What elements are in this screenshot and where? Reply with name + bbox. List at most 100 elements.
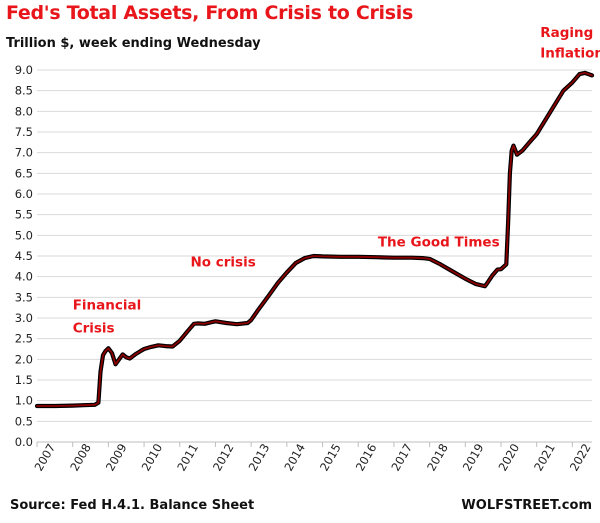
data-point	[484, 285, 486, 287]
data-point	[111, 352, 113, 354]
x-tick-label: 2014	[281, 441, 308, 473]
y-tick-label: 6.5	[15, 166, 33, 180]
data-point	[475, 283, 477, 285]
data-point	[393, 257, 395, 259]
data-point	[172, 345, 174, 348]
data-point	[139, 350, 142, 352]
data-point	[122, 353, 124, 355]
data-point	[511, 150, 513, 152]
chart-annotation: Financial	[73, 298, 142, 314]
y-tick-label: 0.5	[15, 414, 33, 428]
data-point	[118, 358, 120, 360]
data-point	[528, 141, 531, 143]
data-point	[72, 405, 74, 407]
data-point	[500, 268, 502, 270]
data-point	[375, 256, 377, 258]
x-tick-label: 2015	[317, 441, 344, 473]
data-point	[304, 257, 306, 259]
data-point	[193, 323, 195, 325]
data-point	[225, 322, 227, 324]
data-point	[313, 255, 315, 257]
data-point	[134, 353, 136, 355]
chart-subtitle: Trillion $, week ending Wednesday	[6, 36, 261, 51]
y-tick-label: 2.5	[15, 332, 33, 346]
data-point	[257, 309, 259, 311]
data-point	[214, 320, 217, 322]
x-tick-labels: 2007 2008 2009 2010 2011 2012 2013 2014 2015 2016…	[31, 441, 593, 473]
data-point	[486, 282, 489, 284]
data-point	[236, 323, 238, 325]
y-tick-labels: 0.0 0.5 1.0 1.5 2.0 2.5 3.0 3.5 4.0 4.5 5.0 5.5 6.0 6…	[15, 63, 33, 449]
y-tick-label: 1.5	[15, 373, 33, 387]
data-point	[82, 404, 84, 406]
series-group	[34, 70, 595, 409]
data-point	[179, 340, 181, 342]
data-point	[157, 344, 159, 346]
data-point	[295, 262, 297, 264]
x-tick-label: 2018	[424, 441, 451, 473]
data-point	[286, 271, 288, 274]
chart-title: Fed's Total Assets, From Crisis to Crisi…	[6, 2, 413, 24]
y-tick-label: 1.0	[15, 394, 33, 408]
data-point	[164, 345, 167, 347]
data-point	[464, 278, 466, 280]
data-point	[104, 350, 107, 352]
data-point	[143, 348, 145, 350]
y-tick-label: 3.0	[15, 311, 33, 325]
data-point	[204, 323, 206, 325]
data-point	[54, 405, 56, 407]
data-point	[102, 354, 104, 356]
y-tick-label: 3.5	[15, 290, 33, 304]
x-tick-label: 2011	[174, 441, 201, 473]
y-tick-label: 5.5	[15, 208, 33, 222]
chart-annotation: Inflation	[540, 46, 600, 62]
data-point	[545, 119, 547, 121]
data-point	[36, 405, 38, 407]
y-tick-label: 6.0	[15, 187, 33, 201]
data-point	[357, 256, 359, 258]
series-line	[36, 72, 593, 407]
x-tick-label: 2020	[495, 441, 522, 473]
data-point	[339, 256, 341, 258]
x-tick-label: 2012	[210, 441, 237, 473]
y-tick-label: 7.0	[15, 146, 33, 160]
data-point	[591, 74, 593, 76]
y-tick-label: 8.5	[15, 84, 33, 98]
x-tick-label: 2021	[531, 441, 558, 473]
data-point	[439, 263, 441, 265]
x-tick-label: 2022	[567, 441, 594, 473]
data-point	[491, 275, 493, 277]
chart-annotation: Crisis	[73, 320, 115, 336]
data-point	[186, 331, 188, 333]
data-point	[578, 73, 581, 75]
y-tick-label: 4.0	[15, 270, 33, 284]
x-tick-label: 2007	[31, 441, 58, 473]
x-tick-label: 2013	[246, 441, 273, 473]
brand-mark: WOLFSTREET.com	[461, 498, 592, 513]
data-point	[99, 371, 102, 373]
chart-annotation: No crisis	[190, 254, 255, 270]
grid-lines	[37, 69, 592, 422]
y-tick-label: 8.0	[15, 104, 33, 118]
data-point	[496, 269, 499, 271]
data-point	[114, 363, 117, 365]
y-tick-label: 0.0	[15, 435, 33, 449]
y-tick-label: 5.0	[15, 228, 33, 242]
data-point	[521, 150, 524, 152]
data-point	[512, 145, 515, 147]
chart-annotation: Raging	[540, 25, 593, 41]
data-point	[421, 257, 424, 259]
y-tick-label: 9.0	[15, 63, 33, 77]
data-point	[429, 258, 431, 260]
y-tick-label: 4.5	[15, 249, 33, 263]
y-tick-label: 2.0	[15, 352, 33, 366]
data-point	[277, 282, 279, 284]
x-tick-label: 2019	[460, 441, 487, 473]
data-point	[94, 404, 96, 406]
data-point	[150, 346, 152, 348]
axes	[36, 441, 592, 447]
data-point	[268, 294, 270, 296]
x-tick-label: 2016	[353, 441, 380, 473]
data-point	[246, 322, 249, 324]
